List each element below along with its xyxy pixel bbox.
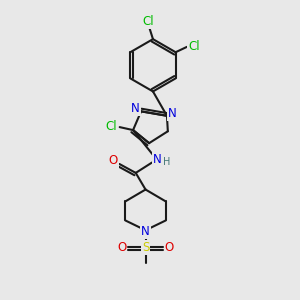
Text: Cl: Cl bbox=[143, 15, 154, 28]
Text: H: H bbox=[163, 157, 171, 166]
Text: O: O bbox=[165, 241, 174, 254]
Text: N: N bbox=[141, 225, 150, 238]
Text: O: O bbox=[109, 154, 118, 167]
Text: N: N bbox=[168, 107, 177, 120]
Text: Cl: Cl bbox=[188, 40, 200, 53]
Text: S: S bbox=[142, 241, 149, 254]
Text: N: N bbox=[131, 102, 140, 115]
Text: O: O bbox=[117, 241, 126, 254]
Text: N: N bbox=[153, 153, 162, 166]
Text: Cl: Cl bbox=[106, 120, 118, 133]
